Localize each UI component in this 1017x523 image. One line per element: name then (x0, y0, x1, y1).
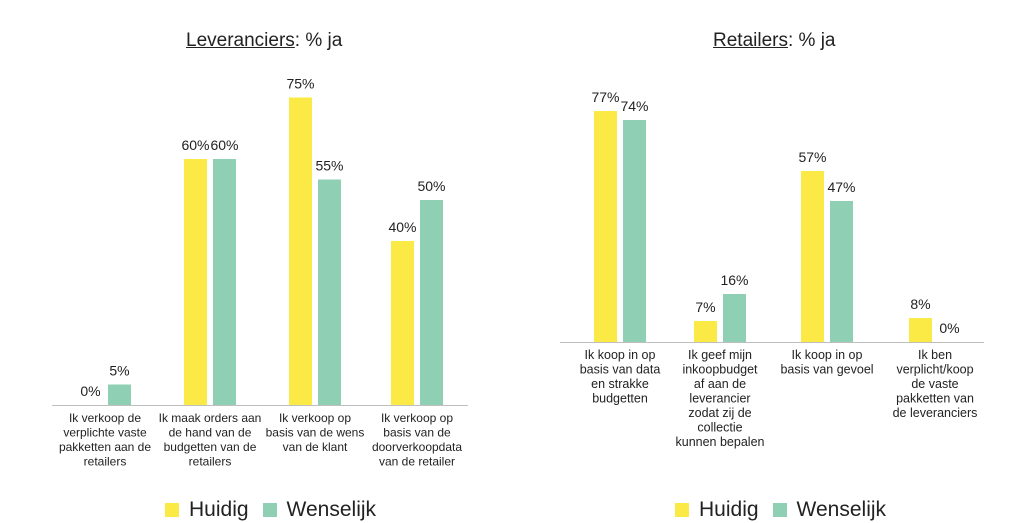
data-label-huidig-1: 0% (80, 383, 100, 399)
category-label-1: Ik koop in op basis van data en strakke bud… (580, 348, 661, 406)
data-label-huidig-3: 57% (798, 149, 826, 165)
bar-wenselijk-1 (108, 384, 131, 405)
bar-huidig-4 (909, 318, 932, 342)
data-label-wenselijk-1: 5% (109, 363, 129, 379)
bar-wenselijk-1 (623, 120, 646, 342)
data-label-huidig-2: 7% (695, 299, 715, 315)
data-label-wenselijk-4: 50% (417, 178, 445, 194)
legend-label-wenselijk: Wenselijk (286, 498, 377, 521)
data-label-wenselijk-2: 16% (720, 272, 748, 288)
data-label-huidig-4: 8% (910, 296, 930, 312)
category-label-3: Ik verkoop op basis van de wens van de kla… (266, 411, 365, 454)
bar-huidig-2 (184, 159, 207, 405)
bar-wenselijk-4 (420, 200, 443, 405)
data-label-wenselijk-3: 55% (315, 158, 343, 174)
chart-1-title-main: Leveranciers (186, 30, 295, 51)
data-label-wenselijk-2: 60% (210, 137, 238, 153)
data-label-huidig-3: 75% (286, 76, 314, 92)
chart-1-plot: 0% 5% Ik verkoop de verplichte vaste pakkett… (52, 76, 468, 469)
chart-2-title-main: Retailers (713, 30, 788, 51)
bar-wenselijk-2 (213, 159, 236, 405)
category-label-4: Ik verkoop op basis van de doorverkoopdata… (372, 411, 462, 469)
legend-label-huidig: Huidig (699, 498, 759, 521)
bar-huidig-4 (391, 241, 414, 405)
chart-2-legend: Huidig Wenselijk (675, 498, 886, 522)
legend-swatch-wenselijk (262, 503, 277, 517)
bar-huidig-3 (801, 171, 824, 342)
legend-swatch-huidig (675, 503, 689, 517)
data-label-huidig-4: 40% (388, 219, 416, 235)
legend-item-huidig: Huidig (675, 498, 759, 522)
data-label-huidig-2: 60% (181, 137, 209, 153)
data-label-wenselijk-1: 74% (620, 98, 648, 114)
chart-1-legend: Huidig Wenselijk (165, 498, 376, 522)
bar-huidig-1 (594, 111, 617, 342)
data-label-wenselijk-4: 0% (939, 320, 959, 336)
data-label-huidig-1: 77% (591, 89, 619, 105)
chart-1-title: Leveranciers: % ja (186, 30, 342, 52)
bar-huidig-2 (694, 321, 717, 342)
category-label-3: Ik koop in op basis van gevoel (780, 348, 873, 377)
chart-2-plot: 77%74% Ik koop in op basis van data en stra… (560, 89, 984, 449)
category-label-1: Ik verkoop de verplichte vaste pakketten a… (59, 411, 151, 469)
chart-2-title-suffix: : % ja (787, 30, 836, 51)
data-label-wenselijk-3: 47% (827, 179, 855, 195)
category-label-4: Ik ben verplicht/koop de vaste pakketten va… (893, 348, 978, 420)
bar-wenselijk-3 (830, 201, 853, 342)
legend-item-wenselijk: Wenselijk (262, 498, 377, 522)
legend-item-huidig: Huidig (165, 498, 249, 522)
category-label-2: Ik geef mijn inkoopbudget af aan de leveran… (676, 348, 765, 449)
legend-item-wenselijk: Wenselijk (772, 498, 887, 522)
legend-swatch-wenselijk (772, 503, 787, 517)
bar-wenselijk-3 (318, 179, 341, 405)
legend-label-wenselijk: Wenselijk (796, 498, 887, 521)
bar-wenselijk-2 (723, 294, 746, 342)
bar-huidig-3 (289, 97, 312, 405)
chart-1-title-suffix: : % ja (294, 30, 343, 51)
legend-label-huidig: Huidig (189, 498, 249, 521)
chart-2-title: Retailers: % ja (713, 30, 836, 52)
legend-swatch-huidig (165, 503, 179, 517)
category-label-2: Ik maak orders aan de hand van de budgette… (159, 411, 262, 469)
